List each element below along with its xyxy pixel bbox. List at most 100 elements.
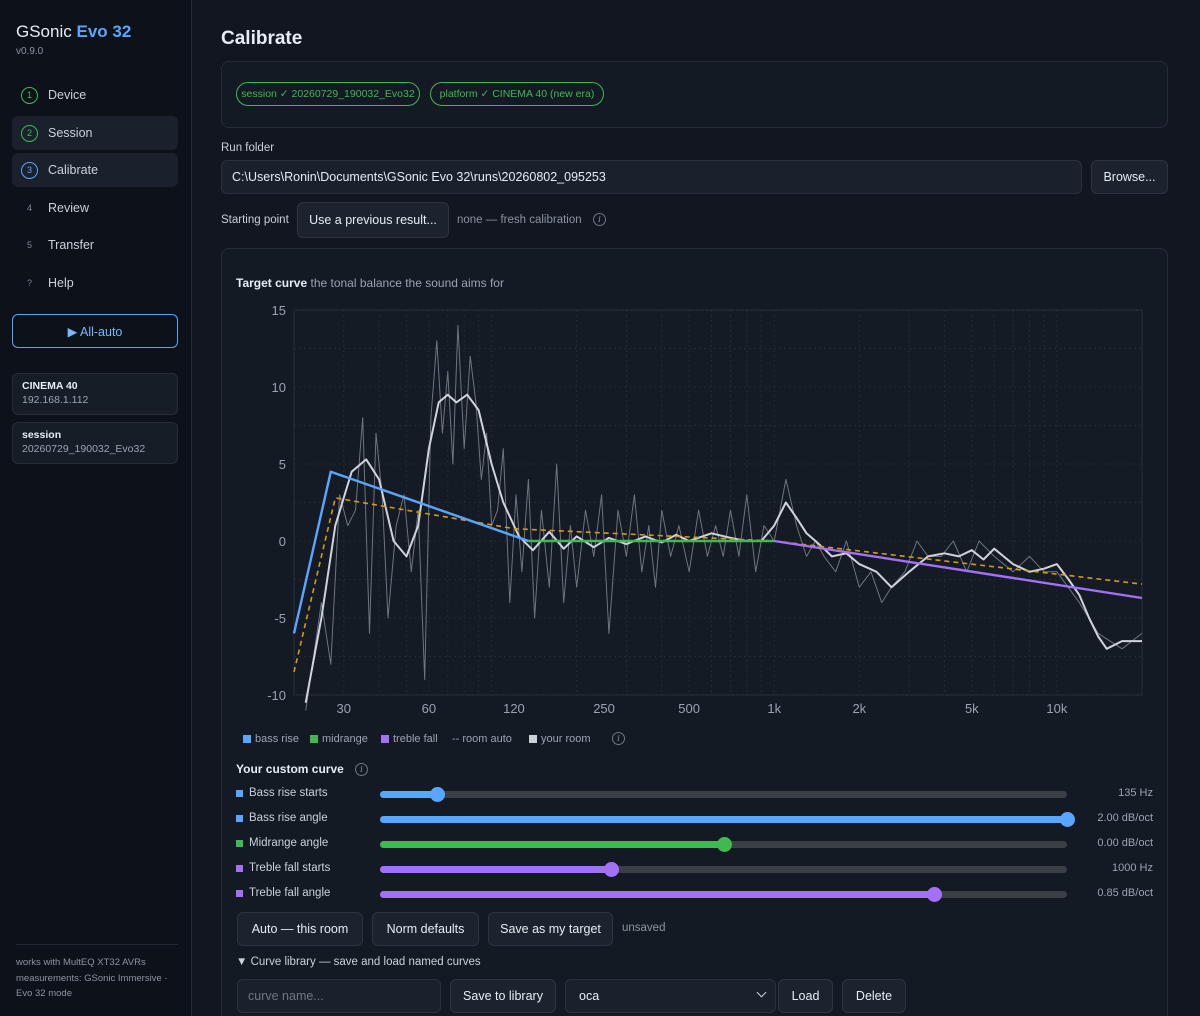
slider-label: Treble fall starts (236, 862, 330, 874)
legend-swatch (529, 735, 537, 743)
slider-label: Treble fall angle (236, 887, 330, 899)
x-tick-label: 30 (337, 701, 351, 716)
load-button[interactable]: Load (778, 979, 833, 1013)
step-number-icon: 1 (21, 86, 38, 104)
target-curve-description: the tonal balance the sound aims for (310, 276, 504, 290)
slider-fill (380, 791, 438, 798)
all-auto-button[interactable]: ▶ All-auto (12, 314, 178, 348)
footer-line: Evo 32 mode (16, 988, 72, 999)
info-icon[interactable]: i (593, 213, 606, 226)
slider-track[interactable] (380, 887, 1067, 902)
legend-label: -- room auto (452, 733, 512, 745)
device-card-title: CINEMA 40 (22, 380, 78, 392)
slider-color-swatch (236, 839, 243, 847)
nav-item-label: Device (48, 88, 87, 102)
nav-item-transfer[interactable]: 5 Transfer (12, 228, 178, 262)
starting-point-status: none — fresh calibration (457, 214, 582, 226)
slider-label-text: Treble fall starts (249, 862, 331, 874)
norm-defaults-button[interactable]: Norm defaults (372, 912, 479, 946)
slider-thumb[interactable] (603, 862, 619, 877)
legend-treble-fall: treble fall (381, 733, 438, 745)
legend-swatch (243, 735, 251, 743)
nav-item-calibrate[interactable]: 3 Calibrate (12, 153, 178, 187)
legend-your-room: your room (529, 733, 591, 745)
slider-label: Bass rise starts (236, 787, 328, 799)
slider-value: 1000 Hz (1112, 862, 1153, 874)
step-number-icon: 5 (26, 240, 32, 250)
x-tick-label: 10k (1046, 701, 1067, 716)
starting-point-label: Starting point (221, 214, 289, 226)
slider-track[interactable] (380, 787, 1067, 802)
y-tick-label: 5 (279, 457, 286, 472)
slider-value: 135 Hz (1118, 787, 1153, 799)
slider-label-text: Midrange angle (249, 837, 329, 849)
curve-library-selected: oca (579, 989, 600, 1003)
save-to-library-button[interactable]: Save to library (450, 979, 556, 1013)
legend-bass-rise: bass rise (243, 733, 299, 745)
legend-label: midrange (322, 733, 368, 745)
x-tick-label: 250 (593, 701, 615, 716)
slider-value: 0.00 dB/oct (1097, 837, 1153, 849)
x-tick-label: 120 (503, 701, 525, 716)
slider-label-text: Bass rise starts (249, 787, 328, 799)
slider-thumb[interactable] (716, 837, 732, 852)
nav-item-review[interactable]: 4 Review (12, 191, 178, 225)
curve-library-toggle[interactable]: ▼ Curve library — save and load named cu… (236, 956, 481, 968)
slider-track[interactable] (380, 812, 1075, 827)
slider-label-text: Treble fall angle (249, 887, 331, 899)
x-tick-label: 60 (422, 701, 436, 716)
slider-fill (380, 816, 1067, 823)
delete-button[interactable]: Delete (842, 979, 906, 1013)
step-number-icon: 4 (26, 203, 32, 213)
auto-this-room-button[interactable]: Auto — this room (237, 912, 363, 946)
y-tick-label: -10 (267, 688, 286, 703)
nav-item-device[interactable]: 1 Device (12, 78, 178, 112)
footer-line: measurements: GSonic Immersive · (16, 972, 168, 984)
page-title: Calibrate (221, 28, 303, 49)
legend-swatch (310, 735, 318, 743)
slider-thumb[interactable] (1060, 812, 1075, 827)
save-as-my-target-button[interactable]: Save as my target (488, 912, 613, 946)
nav-item-label: Session (48, 126, 93, 140)
nav-item-session[interactable]: 2 Session (12, 116, 178, 150)
footer-line: works with MultEQ XT32 AVRs (16, 957, 146, 968)
slider-label: Midrange angle (236, 837, 328, 849)
x-tick-label: 2k (852, 701, 866, 716)
status-panel (221, 61, 1168, 128)
use-previous-result-button[interactable]: Use a previous result... (297, 202, 449, 238)
app-version: v0.9.0 (16, 46, 44, 57)
slider-fill (380, 841, 724, 848)
target-curve-heading: Target curve the tonal balance the sound… (236, 276, 504, 290)
y-tick-label: 0 (279, 534, 286, 549)
slider-label-text: Bass rise angle (249, 812, 328, 824)
slider-track[interactable] (380, 837, 1067, 852)
run-folder-input[interactable]: C:\Users\Ronin\Documents\GSonic Evo 32\r… (221, 160, 1082, 194)
run-folder-label: Run folder (221, 142, 275, 154)
nav-item-help[interactable]: ? Help (12, 266, 178, 300)
session-card: session 20260729_190032_Evo32 (12, 422, 178, 464)
slider-track[interactable] (380, 862, 1067, 877)
slider-thumb[interactable] (430, 787, 446, 802)
legend-label: your room (541, 733, 591, 745)
browse-button[interactable]: Browse... (1091, 160, 1168, 194)
info-icon[interactable]: i (612, 732, 625, 745)
app-name-accent: Evo 32 (76, 22, 132, 41)
slider-thumb[interactable] (926, 887, 942, 902)
platform-status-badge: platform ✓ CINEMA 40 (new era) (430, 82, 604, 106)
step-number-icon: 2 (21, 124, 38, 142)
session-status-badge: session ✓ 20260729_190032_Evo32 (236, 82, 420, 106)
series-room-auto (293, 497, 1143, 673)
x-tick-label: 500 (678, 701, 700, 716)
device-card: CINEMA 40 192.168.1.112 (12, 373, 178, 415)
curve-library-select[interactable]: oca (565, 979, 776, 1013)
target-curve-title: Target curve (236, 276, 308, 290)
slider-color-swatch (236, 789, 243, 797)
session-card-id: 20260729_190032_Evo32 (22, 443, 146, 455)
save-status: unsaved (622, 922, 666, 934)
info-icon[interactable]: i (355, 763, 368, 776)
sidebar: GSonic Evo 32 v0.9.0 1 Device 2 Session … (0, 0, 192, 1016)
curve-name-input[interactable]: curve name... (237, 979, 441, 1013)
x-tick-label: 1k (767, 701, 781, 716)
legend-midrange: midrange (310, 733, 368, 745)
y-tick-label: -5 (274, 611, 286, 626)
